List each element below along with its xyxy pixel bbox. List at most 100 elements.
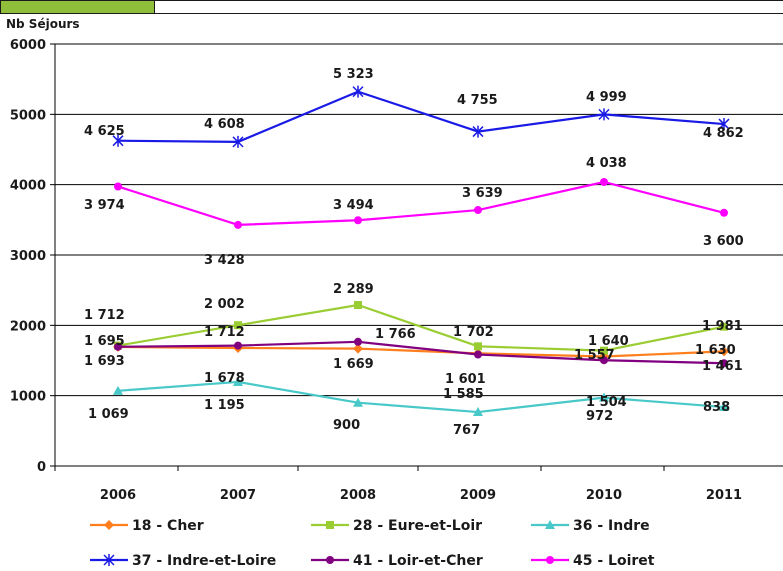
series-1-point-1 — [234, 321, 242, 330]
series-0-point-2 — [353, 343, 363, 354]
series-line-4 — [117, 340, 725, 365]
series-line-2 — [117, 380, 725, 414]
y-tick-label-6000: 6000 — [10, 38, 46, 53]
x-tick-label-2011: 2011 — [706, 488, 742, 503]
data-label-4-2: 1 766 — [375, 327, 416, 342]
series-3-point-5 — [718, 118, 730, 131]
data-label-1-1: 2 002 — [204, 297, 245, 312]
series-2-point-1 — [233, 376, 243, 386]
series-lines — [112, 85, 730, 417]
legend-label-4: 41 - Loir-et-Cher — [353, 553, 483, 569]
header-bar — [0, 0, 783, 16]
data-label-2-1: 1 195 — [204, 398, 245, 413]
series-1-point-5 — [720, 322, 728, 331]
series-0-point-5 — [719, 346, 729, 357]
series-line-1 — [117, 303, 725, 352]
series-line-0 — [117, 345, 725, 358]
data-label-3-5: 4 862 — [703, 126, 744, 141]
y-tick-label-0: 0 — [37, 460, 46, 475]
legend-label-2: 36 - Indre — [573, 518, 650, 534]
data-label-3-2: 5 323 — [333, 67, 374, 82]
data-label-2-5: 838 — [703, 400, 730, 415]
data-label-4-5: 1 461 — [702, 359, 743, 374]
data-label-4-0: 1 695 — [84, 334, 125, 349]
x-tick-label-2008: 2008 — [340, 488, 376, 503]
series-4-point-0 — [114, 342, 122, 351]
data-label-2-3: 767 — [453, 423, 480, 438]
legend-label-0: 18 - Cher — [132, 518, 204, 534]
series-3-point-3 — [472, 125, 484, 138]
series-5-point-3 — [474, 206, 482, 215]
series-3-point-2 — [352, 85, 364, 98]
data-label-3-4: 4 999 — [586, 90, 627, 105]
series-2-point-5 — [719, 402, 729, 412]
data-label-3-1: 4 608 — [204, 117, 245, 132]
y-tick-label-1000: 1000 — [10, 390, 46, 405]
data-label-2-0: 1 069 — [88, 407, 129, 422]
legend-marker-1 — [326, 521, 334, 529]
series-2-point-0 — [113, 385, 123, 395]
legend-label-5: 45 - Loiret — [573, 553, 655, 569]
data-label-1-0: 1 712 — [84, 308, 125, 323]
data-label-5-5: 3 600 — [703, 234, 744, 249]
data-label-1-3: 1 702 — [453, 325, 494, 340]
data-label-4-4: 1 504 — [586, 395, 627, 410]
gridlines — [55, 43, 783, 397]
series-4-point-2 — [354, 337, 362, 346]
series-5-point-0 — [114, 182, 122, 191]
data-label-1-4: 1 640 — [588, 334, 629, 349]
legend-label-3: 37 - Indre-et-Loire — [132, 553, 276, 569]
x-tick-label-2006: 2006 — [100, 488, 136, 503]
series-1-point-4 — [600, 346, 608, 355]
data-label-4-3: 1 585 — [443, 387, 484, 402]
legend-marker-4 — [326, 556, 334, 564]
series-line-5 — [117, 180, 725, 227]
y-tick-label-2000: 2000 — [10, 319, 46, 334]
data-label-5-4: 4 038 — [586, 156, 627, 171]
series-4-point-3 — [474, 350, 482, 359]
legend: 18 - Cher 28 - Eure-et-Loir 36 - Indre 37 -… — [90, 518, 655, 569]
series-5-point-5 — [720, 208, 728, 217]
data-label-0-0: 1 693 — [84, 354, 125, 369]
series-5-point-1 — [234, 220, 242, 229]
legend-marker-5 — [546, 556, 554, 564]
x-tick-label-2010: 2010 — [586, 488, 622, 503]
legend-marker-2 — [545, 520, 555, 529]
data-labels: 1 693 1 678 1 669 1 601 1 557 1 630 1 712 2 002… — [84, 67, 744, 438]
data-label-3-0: 4 625 — [84, 124, 125, 139]
series-3-point-1 — [232, 135, 244, 148]
data-label-2-4: 972 — [586, 409, 613, 424]
y-tick-label-4000: 4000 — [10, 179, 46, 194]
series-4-point-5 — [720, 359, 728, 368]
series-5-point-4 — [600, 177, 608, 186]
legend-marker-3 — [103, 554, 115, 566]
x-tick-label-2009: 2009 — [460, 488, 496, 503]
series-1-point-2 — [354, 301, 362, 310]
y-axis-title: Nb Séjours — [6, 17, 80, 31]
data-label-1-2: 2 289 — [333, 282, 374, 297]
data-label-2-2: 900 — [333, 418, 360, 433]
data-label-5-2: 3 494 — [333, 198, 374, 213]
axes: Nb Séjours 0 1000 2000 3000 4000 5000 6000 2006 2… — [6, 17, 783, 503]
data-label-1-5: 1 981 — [702, 319, 743, 334]
data-label-0-2: 1 669 — [333, 357, 374, 372]
series-3-point-0 — [112, 134, 124, 147]
series-5-point-2 — [354, 216, 362, 225]
data-label-3-3: 4 755 — [457, 93, 498, 108]
series-2-point-2 — [353, 397, 363, 407]
header-accent-block — [0, 0, 155, 14]
legend-label-1: 28 - Eure-et-Loir — [353, 518, 482, 534]
series-3-point-4 — [598, 108, 610, 121]
data-label-0-1: 1 678 — [204, 371, 245, 386]
data-label-0-4: 1 557 — [574, 348, 615, 363]
data-label-0-5: 1 630 — [695, 343, 736, 358]
legend-marker-0 — [104, 520, 114, 530]
series-2-point-3 — [473, 407, 483, 417]
series-4-point-1 — [234, 341, 242, 350]
data-label-5-1: 3 428 — [204, 253, 245, 268]
y-tick-label-5000: 5000 — [10, 108, 46, 123]
header-title-band — [155, 0, 783, 14]
series-line-3 — [117, 90, 725, 144]
data-label-4-1: 1 712 — [204, 325, 245, 340]
